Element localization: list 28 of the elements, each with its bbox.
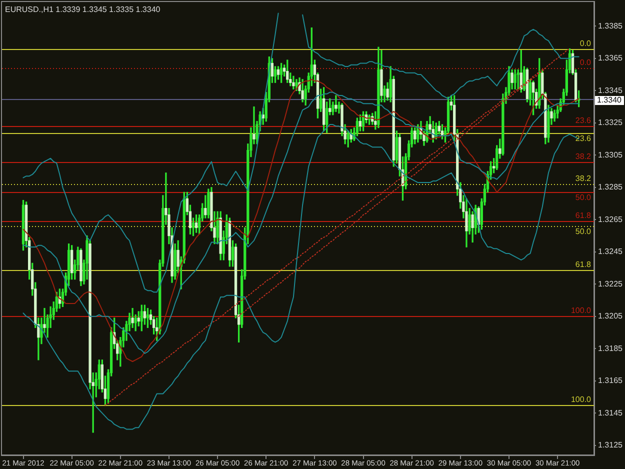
- annotation: 0.0: [580, 39, 592, 48]
- y-tick-label: 1.3345: [598, 86, 624, 95]
- annotation: 23.6: [575, 116, 592, 126]
- y-tick-label: 1.3125: [598, 440, 624, 450]
- y-tick-label: 1.3325: [598, 118, 624, 128]
- ref-line-label: 1.3340: [597, 96, 622, 105]
- annotation: 23.6: [575, 134, 592, 144]
- annotation: 100.0: [570, 306, 592, 316]
- y-tick-label: 1.3185: [598, 344, 624, 353]
- chart-title: EURUSD.,H1 1.3339 1.3345 1.3335 1.3340: [5, 5, 160, 14]
- annotation: 0.0: [580, 58, 592, 68]
- y-tick-label: 1.3305: [598, 150, 624, 160]
- y-tick-label: 1.3145: [598, 408, 624, 418]
- y-tick-label: 1.3265: [598, 214, 624, 224]
- annotation: 61.8: [575, 260, 592, 270]
- y-tick-label: 1.3245: [598, 247, 624, 256]
- y-tick-label: 1.3205: [598, 312, 624, 321]
- y-tick-label: 1.3225: [598, 279, 624, 288]
- annotation: 61.8: [575, 211, 592, 220]
- y-tick-label: 1.3365: [598, 54, 624, 63]
- annotation: 38.2: [575, 174, 592, 184]
- annotation: 50.0: [575, 227, 592, 236]
- annotation: 50.0: [575, 193, 592, 202]
- annotation: 100.0: [570, 395, 592, 404]
- y-tick-label: 1.3285: [598, 182, 624, 192]
- annotation: 38.2: [575, 152, 592, 162]
- y-tick-label: 1.3385: [598, 21, 624, 30]
- y-tick-label: 1.3165: [598, 376, 624, 386]
